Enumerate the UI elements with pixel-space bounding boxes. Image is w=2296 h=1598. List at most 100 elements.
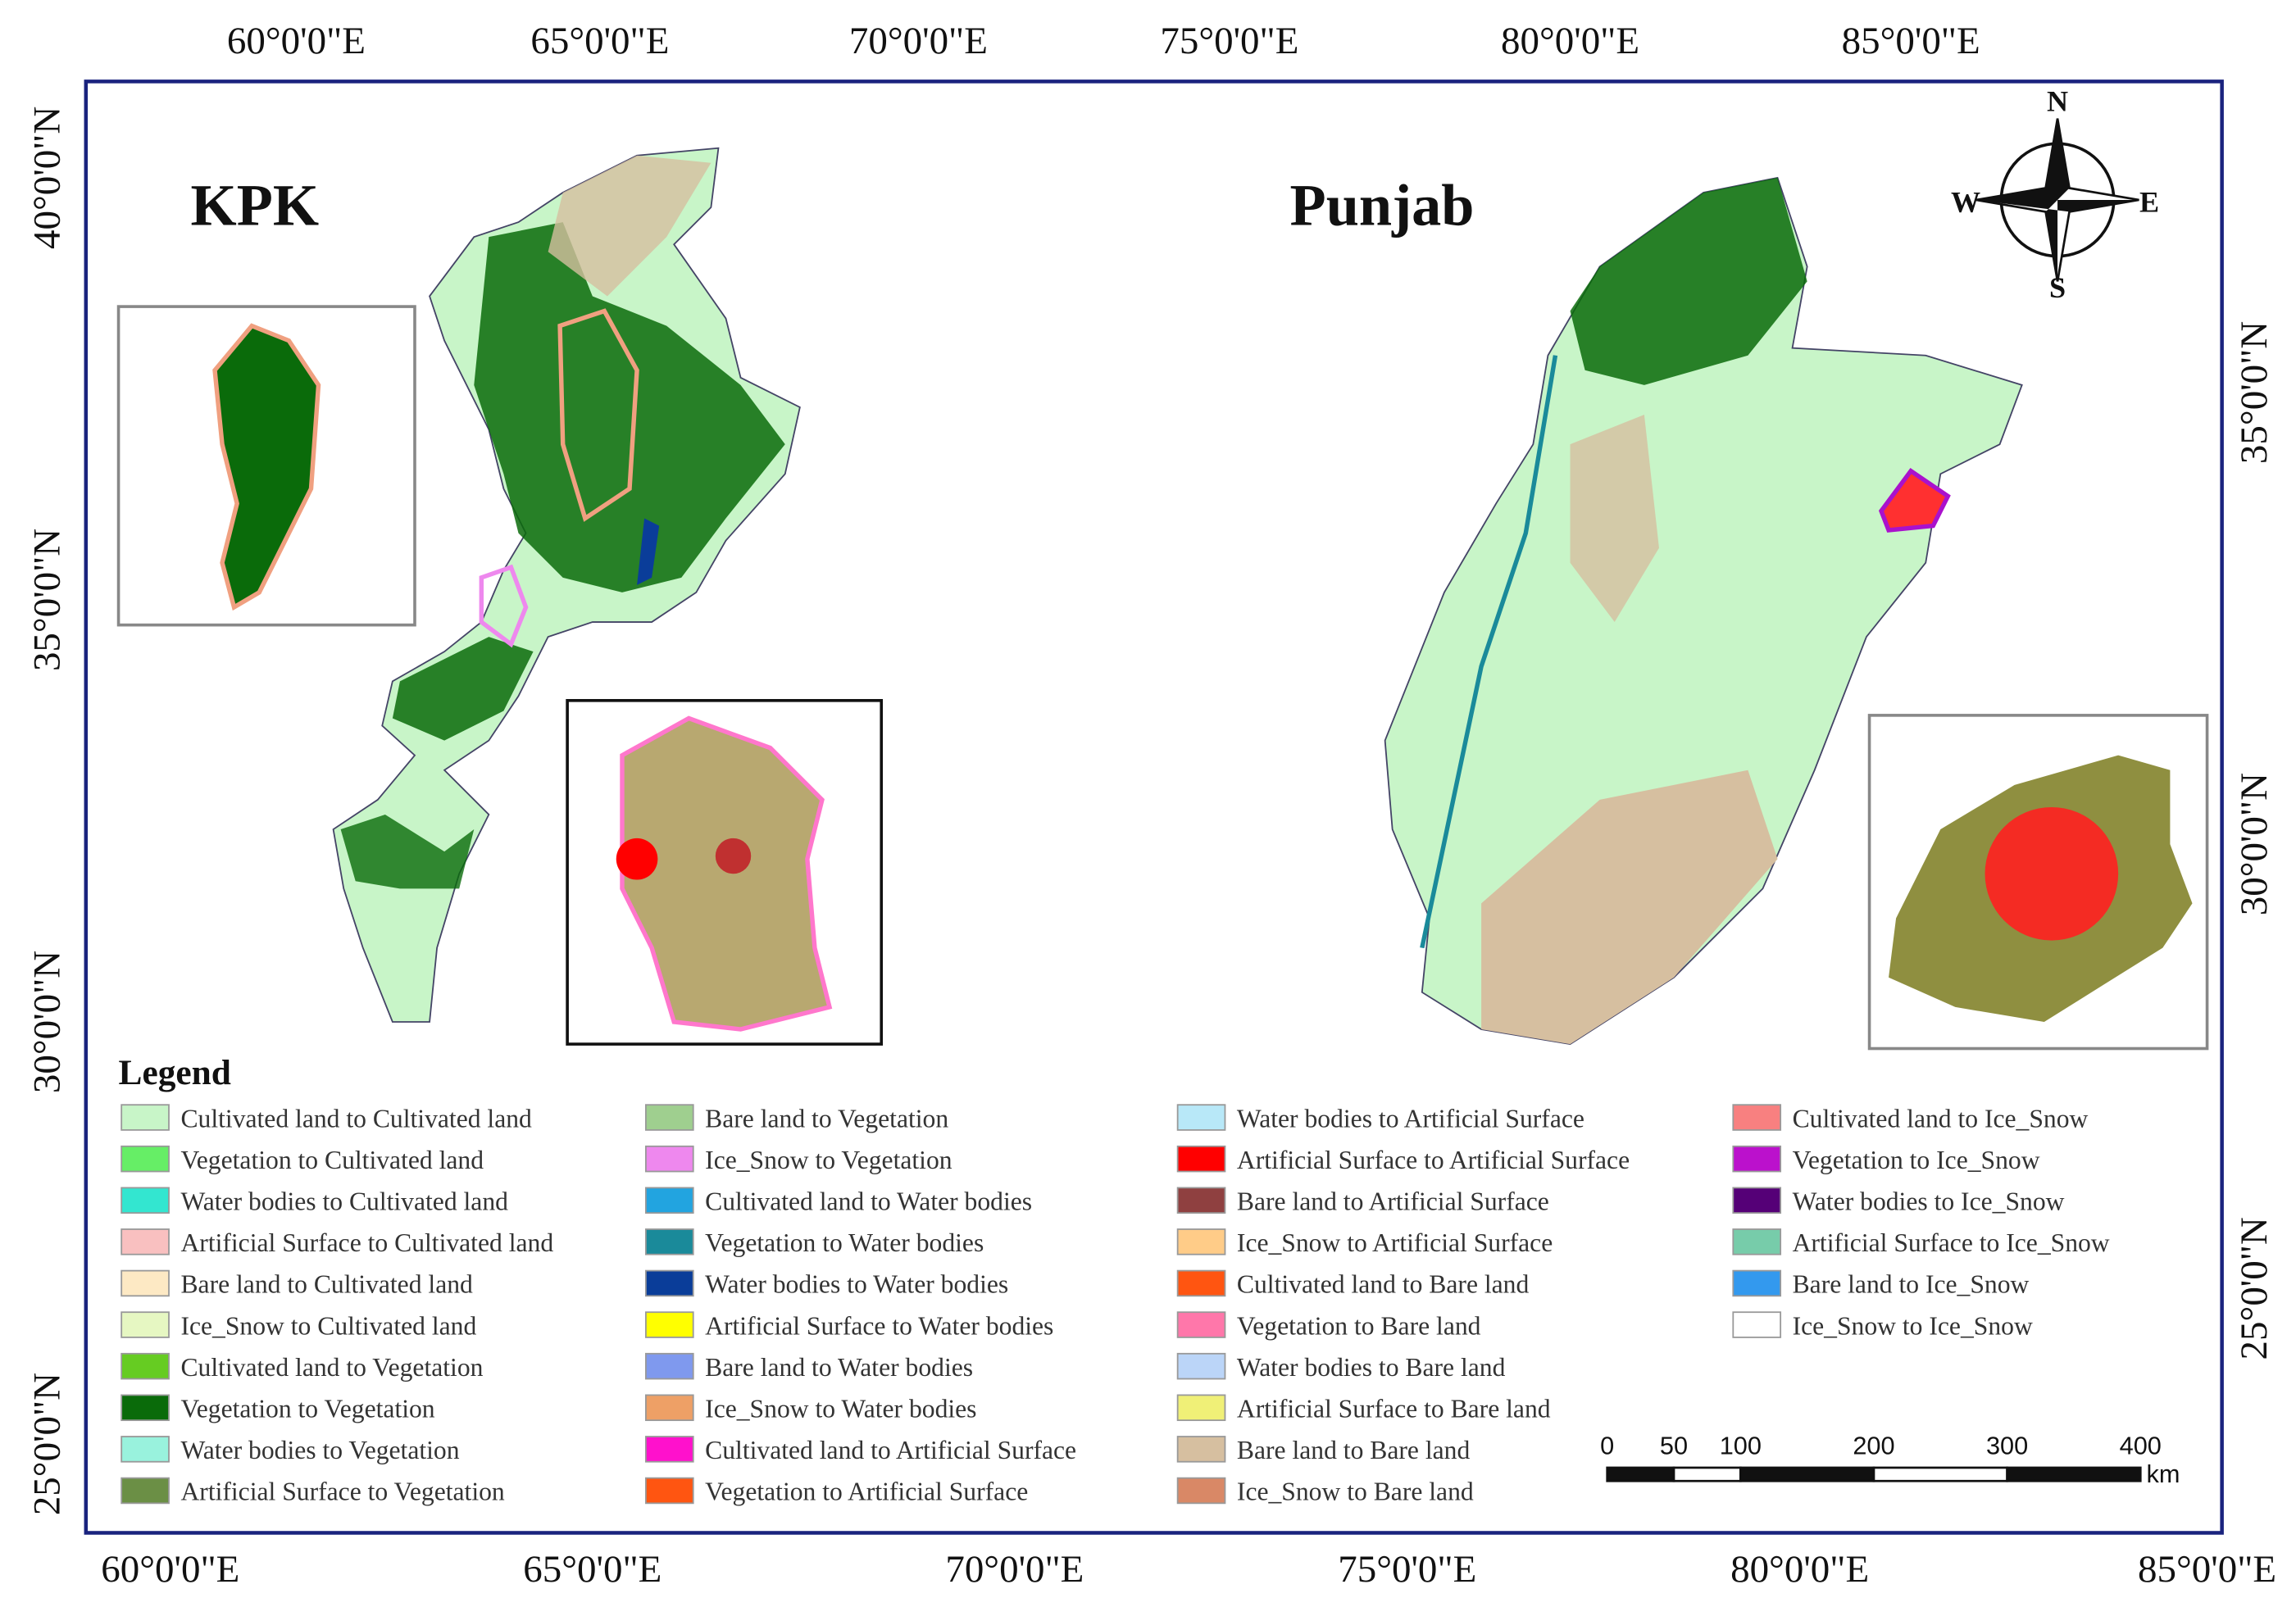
left-coordinate-label: 25°0'0"N [25, 1373, 68, 1515]
legend-swatch [1176, 1394, 1226, 1422]
scale-tick-label: 400 [2120, 1432, 2162, 1460]
legend-swatch [1176, 1269, 1226, 1297]
legend-swatch [644, 1104, 694, 1131]
legend-label: Artificial Surface to Bare land [1237, 1395, 1551, 1423]
scale-tick-label: 100 [1720, 1432, 1762, 1460]
top-coordinate-label: 65°0'0"E [530, 20, 669, 62]
legend-swatch [1176, 1436, 1226, 1463]
legend-label: Bare land to Artificial Surface [1237, 1187, 1549, 1216]
legend-label: Artificial Surface to Cultivated land [180, 1228, 553, 1257]
legend-swatch [1732, 1311, 1782, 1338]
legend-swatch [1732, 1269, 1782, 1297]
legend-label: Ice_Snow to Cultivated land [180, 1311, 476, 1340]
top-coordinate-label: 80°0'0"E [1501, 20, 1639, 62]
bottom-coordinate-label: 65°0'0"E [523, 1548, 662, 1591]
legend-swatch [1176, 1104, 1226, 1131]
legend-swatch [644, 1311, 694, 1338]
legend-label: Cultivated land to Bare land [1237, 1270, 1530, 1299]
legend-label: Vegetation to Ice_Snow [1793, 1146, 2040, 1174]
legend-label: Bare land to Ice_Snow [1793, 1270, 2030, 1299]
legend-label: Water bodies to Artificial Surface [1237, 1104, 1584, 1133]
legend-swatch [120, 1436, 170, 1463]
legend-swatch [644, 1436, 694, 1463]
legend-label: Ice_Snow to Bare land [1237, 1478, 1474, 1506]
legend-swatch [120, 1145, 170, 1173]
legend-label: Vegetation to Bare land [1237, 1311, 1481, 1340]
bottom-coordinate-label: 75°0'0"E [1338, 1548, 1476, 1591]
region-title: KPK [191, 173, 320, 238]
legend-swatch [1732, 1187, 1782, 1214]
bottom-coordinate-label: 70°0'0"E [945, 1548, 1084, 1591]
legend-swatch [120, 1104, 170, 1131]
legend-label: Vegetation to Cultivated land [180, 1146, 484, 1174]
legend-swatch [644, 1352, 694, 1380]
legend-label: Vegetation to Water bodies [705, 1228, 984, 1257]
bottom-coordinate-label: 85°0'0"E [2138, 1548, 2276, 1591]
bottom-coordinate-label: 60°0'0"E [101, 1548, 239, 1591]
legend-swatch [1176, 1352, 1226, 1380]
legend-label: Bare land to Water bodies [705, 1353, 973, 1382]
legend-swatch [120, 1187, 170, 1214]
legend-label: Bare land to Vegetation [705, 1104, 948, 1133]
legend-label: Water bodies to Bare land [1237, 1353, 1506, 1382]
legend-swatch [120, 1352, 170, 1380]
legend-label: Cultivated land to Vegetation [180, 1353, 483, 1382]
legend-swatch [1732, 1104, 1782, 1131]
scale-segment [1739, 1466, 1875, 1482]
compass: N S E W [1951, 85, 2159, 305]
kpk-map [116, 147, 884, 1046]
scale-tick-label: 0 [1600, 1432, 1614, 1460]
legend-label: Water bodies to Vegetation [180, 1436, 459, 1464]
right-coordinate-label: 25°0'0"N [2233, 1217, 2276, 1360]
legend-swatch [1176, 1477, 1226, 1505]
legend-swatch [1176, 1228, 1226, 1255]
legend-label: Cultivated land to Ice_Snow [1793, 1104, 2089, 1133]
bottom-coordinate-label: 80°0'0"E [1730, 1548, 1869, 1591]
legend-swatch [120, 1228, 170, 1255]
legend-swatch [644, 1187, 694, 1214]
legend-swatch [1176, 1311, 1226, 1338]
top-coordinate-label: 75°0'0"E [1160, 20, 1298, 62]
left-coordinate-label: 40°0'0"N [25, 107, 68, 249]
legend-label: Artificial Surface to Vegetation [180, 1478, 504, 1506]
left-coordinate-label: 35°0'0"N [25, 529, 68, 671]
scale-segment [2006, 1466, 2142, 1482]
legend-swatch [1732, 1145, 1782, 1173]
legend-label: Vegetation to Artificial Surface [705, 1478, 1028, 1506]
legend-label: Water bodies to Cultivated land [180, 1187, 508, 1216]
legend-swatch [120, 1269, 170, 1297]
punjab-map [1384, 176, 2209, 1051]
legend-swatch [1176, 1187, 1226, 1214]
legend-swatch [120, 1311, 170, 1338]
compass-letter: S [2049, 271, 2066, 304]
region-title: Punjab [1290, 173, 1475, 238]
left-coordinate-label: 30°0'0"N [25, 951, 68, 1093]
legend-label: Artificial Surface to Water bodies [705, 1311, 1053, 1340]
top-coordinate-label: 60°0'0"E [227, 20, 366, 62]
legend-swatch [120, 1477, 170, 1505]
legend-label: Bare land to Bare land [1237, 1436, 1471, 1464]
right-coordinate-label: 35°0'0"N [2233, 321, 2276, 464]
top-coordinate-label: 85°0'0"E [1842, 20, 1980, 62]
legend-swatch [1176, 1145, 1226, 1173]
scale-segment [1872, 1466, 2008, 1482]
legend-swatch [644, 1228, 694, 1255]
scale-unit: km [2146, 1460, 2180, 1488]
legend-swatch [644, 1269, 694, 1297]
right-coordinate-label: 30°0'0"N [2233, 773, 2276, 915]
scale-tick-label: 300 [1986, 1432, 2028, 1460]
scale-tick-label: 50 [1660, 1432, 1688, 1460]
legend-label: Cultivated land to Artificial Surface [705, 1436, 1076, 1464]
scale-segment [1606, 1466, 1675, 1482]
legend-label: Cultivated land to Cultivated land [180, 1104, 532, 1133]
legend-label: Ice_Snow to Water bodies [705, 1395, 976, 1423]
legend: Legend Cultivated land to Cultivated land… [119, 1053, 2110, 1506]
scale-tick-label: 200 [1853, 1432, 1894, 1460]
legend-label: Cultivated land to Water bodies [705, 1187, 1032, 1216]
legend-swatch [644, 1145, 694, 1173]
legend-title: Legend [119, 1053, 231, 1092]
legend-swatch [644, 1394, 694, 1422]
legend-swatch [644, 1477, 694, 1505]
compass-letter: W [1951, 185, 1980, 218]
